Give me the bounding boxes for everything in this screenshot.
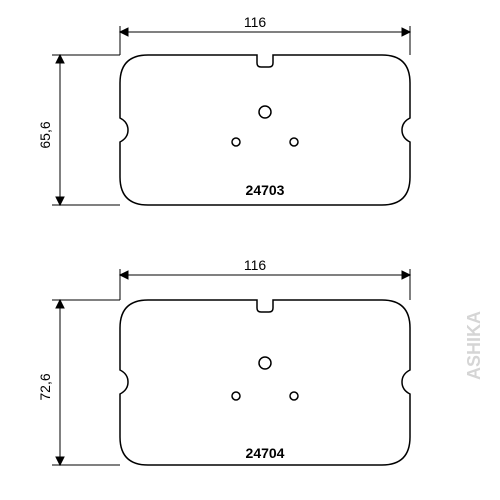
- pad-top-part-number: 24703: [246, 182, 285, 198]
- pad-top-hole-left: [232, 138, 240, 146]
- dim-bottom-height-label: 72,6: [37, 373, 53, 400]
- pad-top-hole-right: [290, 138, 298, 146]
- pad-top-center-hole: [259, 106, 271, 118]
- pad-bottom: 116 72,6 24704: [37, 257, 410, 465]
- dim-bottom-width-label: 116: [244, 257, 267, 273]
- pad-bottom-outline: [120, 300, 410, 465]
- pad-bottom-hole-right: [290, 392, 298, 400]
- dim-bottom-width: [120, 269, 410, 300]
- technical-drawing: ASHIKA 116 65,6 24703: [0, 0, 500, 500]
- brand-watermark: ASHIKA: [464, 311, 484, 380]
- pad-bottom-hole-left: [232, 392, 240, 400]
- dim-top-width: [120, 26, 410, 55]
- dim-top-width-label: 116: [244, 14, 267, 30]
- pad-top: 116 65,6 24703: [37, 14, 410, 205]
- pad-bottom-center-hole: [259, 357, 271, 369]
- pad-bottom-part-number: 24704: [246, 445, 285, 461]
- dim-top-height: [52, 55, 120, 205]
- dim-bottom-height: [52, 300, 120, 465]
- dim-top-height-label: 65,6: [37, 121, 53, 148]
